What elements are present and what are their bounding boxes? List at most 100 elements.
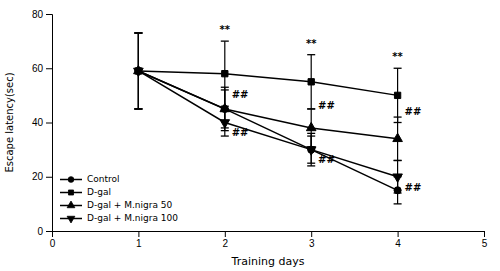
tick-mark [46, 177, 52, 178]
error-bar-cap [134, 32, 142, 33]
error-bar-cap [307, 108, 315, 109]
tick: 80 [32, 9, 52, 20]
series [134, 33, 401, 123]
error-bar-cap [134, 32, 142, 33]
tick: 5 [482, 231, 488, 249]
legend-entry: Control [60, 174, 120, 184]
marker [306, 122, 316, 130]
line [138, 71, 397, 190]
marker [393, 174, 403, 182]
tick: 40 [32, 117, 52, 128]
error-bar-cap [134, 32, 142, 33]
error-bar [221, 90, 229, 128]
error-bar-cap [134, 32, 142, 33]
legend-label: Control [87, 174, 120, 184]
annotation: ## [318, 154, 335, 165]
legend: Control D-gal D-gal + M.nigra 50 D-gal + M.… [60, 174, 178, 223]
tick-label: 20 [32, 171, 44, 182]
legend-marker [68, 177, 74, 183]
marks [134, 33, 403, 204]
error-bar-cap [307, 165, 315, 166]
tick-mark [46, 231, 52, 232]
error-bar [134, 33, 142, 109]
error-bar-cap [394, 160, 402, 161]
plot: 012345020406080******############Control… [32, 9, 488, 249]
error-bar-cap [307, 135, 315, 136]
line [138, 71, 397, 139]
axis-line [46, 15, 53, 232]
error-bar [394, 68, 402, 122]
annotation: ** [306, 38, 317, 49]
annotation: ## [232, 89, 249, 100]
tick: 20 [32, 171, 52, 182]
error-bar [307, 55, 315, 109]
legend-marker [67, 216, 75, 223]
error-bar-cap [307, 108, 315, 109]
tick-label: 40 [32, 117, 44, 128]
annotation: ** [392, 51, 403, 62]
tick-label: 0 [37, 226, 43, 237]
chart: 012345020406080******############Control… [0, 0, 500, 271]
error-bar [394, 117, 402, 160]
legend-entry: D-gal + M.nigra 50 [60, 200, 173, 210]
legend-marker [67, 201, 75, 208]
marker [308, 79, 314, 85]
marker [134, 68, 144, 76]
error-bar [307, 136, 315, 163]
error-bar-cap [134, 108, 142, 109]
error-bar-cap [221, 89, 229, 90]
error-bar-cap [394, 203, 402, 204]
y-axis: 0 20 40 60 80 [32, 9, 53, 237]
tick-label: 2 [223, 238, 229, 249]
annotation: ## [405, 106, 422, 117]
line [138, 71, 397, 177]
error-bar [134, 33, 142, 109]
annotation: ** [220, 24, 231, 35]
annotation: ## [318, 100, 335, 111]
tick-mark [398, 231, 399, 237]
error-bar [221, 109, 229, 136]
error-bar-cap [394, 160, 402, 161]
tick-mark [311, 231, 312, 237]
error-bar-cap [394, 68, 402, 69]
tick-label: 60 [32, 63, 44, 74]
legend-marker [68, 190, 73, 195]
legend-label: D-gal + M.nigra 50 [87, 200, 173, 210]
series [134, 33, 403, 193]
error-bar-cap [134, 108, 142, 109]
y-axis-title: Escape latency(sec) [4, 72, 15, 172]
error-bar-cap [221, 40, 229, 41]
error-bar [307, 133, 315, 166]
annotations: ******############ [220, 24, 422, 193]
error-bar [221, 87, 229, 130]
error-bar-cap [307, 163, 315, 164]
legend-entry: D-gal [60, 187, 111, 197]
x-axis: 012345 [50, 231, 488, 249]
tick: 4 [395, 231, 401, 249]
tick-mark [225, 231, 226, 237]
error-bar-cap [134, 108, 142, 109]
tick-label: 1 [136, 238, 142, 249]
error-bar-cap [221, 135, 229, 136]
tick: 2 [223, 231, 229, 249]
error-bar [134, 33, 142, 109]
tick: 0 [37, 226, 52, 237]
tick-mark [46, 123, 52, 124]
tick: 0 [50, 231, 56, 249]
x-axis-title: Training days [231, 255, 305, 268]
marker [222, 71, 228, 77]
error-bar [134, 33, 142, 109]
marker [306, 147, 316, 155]
tick-label: 0 [50, 238, 56, 249]
marker [394, 92, 400, 98]
tick-label: 4 [395, 238, 401, 249]
legend-label: D-gal [87, 187, 111, 197]
error-bar [394, 160, 402, 193]
marker [220, 120, 230, 128]
legend-label: D-gal + M.nigra 100 [87, 213, 178, 223]
tick-label: 5 [482, 238, 488, 249]
line [138, 71, 397, 95]
tick-label: 80 [32, 9, 44, 20]
tick-mark [46, 14, 52, 15]
error-bar-cap [394, 192, 402, 193]
